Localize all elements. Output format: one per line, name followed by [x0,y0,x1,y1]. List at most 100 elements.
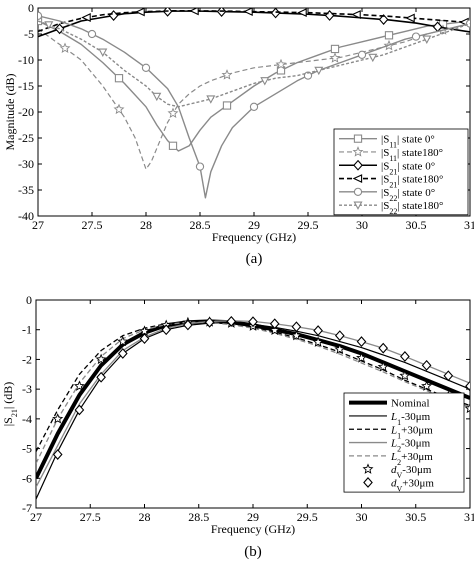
chart-b-y-tick-label: 0 [26,293,32,307]
chart-a-series-1-point [221,69,233,80]
chart-a-series-4-point [249,102,259,111]
chart-b-series-6-point [139,333,150,345]
chart-a-series-5-point [260,77,270,86]
chart-b-y-tick-label: -4 [22,412,32,426]
chart-a-series-3-point [243,8,253,17]
chart-b-series-5-point [356,352,367,363]
chart-b-series-6-point [96,371,106,383]
chart-b: 27 27.5 28 28.5 29 29.5 30 30.5 31 0 -1 -2 -3 -4 -5 -6 -… [1,293,474,560]
chart-a-y-tick-label: -30 [18,157,34,171]
chart-a-series-5-point [422,35,432,44]
chart-b-series-5-point [334,343,346,354]
chart-b-series-6-point [421,359,432,371]
chart-b-series-5-point [73,380,85,391]
chart-b-series-6-point [204,316,215,328]
chart-a-series-5-point [368,53,378,63]
chart-b-y-axis-label: |S21| (dB) [1,382,19,426]
chart-a-series-4-point [411,32,421,41]
chart-a-series-5-point [206,95,216,104]
chart-b-series-6-point [269,318,280,330]
chart-b-series-6-point [443,370,454,382]
chart-a-series-5-point [152,92,162,102]
chart-a-y-tick-label: -40 [18,209,34,223]
chart-a-series-2-point [162,8,173,17]
chart-b-series-5-point [464,402,470,414]
chart-b-legend-marker [362,463,374,474]
chart-b-x-tick-label: 27.5 [80,510,101,524]
chart-b-series-6-point [226,315,237,327]
chart-a-caption: (a) [246,251,263,267]
chart-a-legend-marker [353,201,363,210]
chart-b-x-tick-label: 28.5 [188,510,209,524]
chart-b-axes: 27 27.5 28 28.5 29 29.5 30 30.5 31 0 -1 -2 -3 -4 -5 -6 -… [22,293,474,524]
chart-b-legend: NominalL1-30μmL1+30μmL2-30μmL2+30μmdV-30… [343,392,465,493]
chart-b-x-axis-label: Frequency (GHz) [211,522,295,536]
chart-a-legend-marker [352,174,363,184]
chart-a-series-4-point [357,50,367,59]
chart-b-series-6-point [117,348,128,359]
chart-b-series-6-point [334,330,345,342]
chart-a-y-tick-label: -35 [18,183,34,197]
chart-a-x-tick-label: 28.5 [190,218,211,232]
chart-b-x-tick-label: 27 [30,510,42,524]
chart-a-series-4-line [38,15,470,199]
chart-b-series-6-point [291,321,302,333]
chart-a-series-0-point [114,74,124,83]
chart-a-series-5-line [38,20,470,108]
chart-b-series-6-point [378,342,389,354]
chart-a-y-tick-label: -25 [18,131,34,145]
chart-a-legend-label-3: |S21| state180° [381,174,443,190]
chart-b-series-6-point [248,316,258,328]
chart-a-x-tick-label: 27 [32,218,44,232]
chart-a-series-3-line [38,10,470,33]
chart-b-series-2-line [36,321,470,452]
chart-b-series-5-point [52,413,64,424]
chart-b-x-tick-label: 30 [356,510,368,524]
chart-a-series-3-point [297,8,307,18]
chart-a-axes: 27 27.5 28 28.5 29 29.5 30 30.5 31 0 -5 -10 -15 -20 -2… [18,1,474,232]
chart-b-legend-label-1: L1-30μm [390,411,431,427]
chart-a-legend-label-0: |S11| state 0° [381,134,435,150]
chart-b-y-tick-label: -2 [22,352,32,366]
chart-a-series-5-point [44,21,54,30]
chart-b-series-6-point [52,449,63,460]
chart-b-y-tick-label: -1 [22,323,32,337]
chart-a-x-tick-label: 30 [356,218,368,232]
chart-b-legend-label-0: Nominal [391,398,430,410]
chart-b-series-5-point [290,329,302,341]
chart-a-series-5-point [98,48,108,57]
chart-b-series-5-point [312,336,324,347]
chart-a-x-tick-label: 31 [464,218,474,232]
chart-b-series-6-point [356,336,367,348]
chart-a-series-3-point [81,13,91,22]
chart-a-y-tick-label: -5 [24,27,34,41]
chart-a-x-tick-label: 29.5 [298,218,319,232]
chart-a-legend-label-5: |S22| state180° [381,200,443,216]
chart-a-x-tick-label: 30.5 [406,218,427,232]
chart-a-x-axis-label: Frequency (GHz) [212,230,296,244]
chart-a-y-axis-label: Magnitude (dB) [3,74,17,151]
chart-b-series-6 [52,315,470,460]
chart-a-series-layer [38,8,470,199]
chart-a-x-tick-label: 27.5 [82,218,103,232]
chart-b-series-6-point [74,404,85,416]
chart-a-series-3-point [351,10,361,20]
chart-b-series-6-point [400,351,410,362]
chart-a-series-2-point [378,14,389,25]
chart-a-series-5 [38,20,470,108]
chart-b-series-4 [36,321,470,464]
chart-a-legend-label-2: |S21| state 0° [381,160,435,176]
chart-b-series-6-point [313,325,323,337]
chart-a-x-tick-label: 28 [140,218,152,232]
chart-b-caption: (b) [244,544,262,560]
chart-b-series-6-point [183,319,193,331]
chart-b-series-6-point [161,324,172,336]
chart-b-series-2 [36,321,470,452]
chart-a-y-tick-label: -10 [18,53,34,67]
chart-b-x-tick-label: 30.5 [405,510,426,524]
chart-a-series-3-point [189,8,199,16]
chart-a-series-4 [38,11,470,199]
chart-a-legend-marker [352,146,364,157]
chart-a-series-0-point [330,44,340,54]
